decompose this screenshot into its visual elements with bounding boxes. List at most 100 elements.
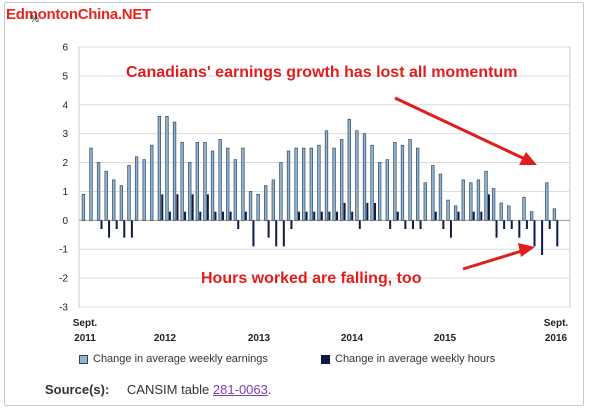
y-tick-labels: -3 -2 -1 0 1 2 3 4 5 6 — [59, 43, 68, 314]
arrow-bottom-head — [518, 243, 535, 257]
bar-layer — [81, 115, 559, 255]
bar-earnings — [180, 141, 184, 221]
bar-earnings — [165, 115, 169, 221]
bar-earnings — [81, 193, 86, 221]
bar-earnings — [279, 162, 283, 221]
bar-hours — [510, 220, 513, 229]
bar-hours — [229, 211, 232, 221]
bar-earnings — [378, 162, 382, 221]
bar-earnings — [233, 159, 237, 221]
bar-earnings — [416, 147, 420, 221]
bar-earnings — [499, 202, 503, 221]
bar-earnings — [431, 165, 435, 221]
y-axis-unit: % — [30, 14, 39, 25]
y-tick-label: -3 — [59, 303, 68, 314]
bar-hours — [442, 220, 445, 229]
watermark-text: EdmontonChina.NET — [6, 6, 151, 23]
legend-swatch-hours — [321, 354, 330, 364]
bar-earnings — [362, 133, 367, 221]
bar-hours — [298, 211, 301, 221]
x-tick-label: Sept. — [73, 318, 98, 329]
bar-earnings — [317, 144, 321, 221]
legend-label-earnings: Change in average weekly earnings — [93, 353, 268, 365]
bar-earnings — [157, 115, 162, 221]
legend-swatch-earnings — [79, 354, 88, 364]
bar-hours — [343, 203, 346, 221]
source-end: . — [267, 382, 272, 397]
bar-hours — [130, 220, 133, 238]
y-tick-label: -2 — [59, 274, 68, 285]
bar-earnings — [127, 165, 131, 221]
bar-hours — [480, 211, 483, 221]
bar-earnings — [112, 179, 116, 221]
bar-earnings — [150, 144, 154, 221]
bar-earnings — [545, 182, 549, 221]
bar-earnings — [552, 208, 557, 221]
bar-earnings — [529, 211, 534, 221]
bar-earnings — [507, 205, 511, 221]
bar-hours — [305, 211, 308, 221]
bar-earnings — [484, 170, 488, 221]
bar-hours — [161, 194, 164, 221]
bar-earnings — [294, 147, 298, 221]
bar-hours — [244, 211, 247, 221]
bar-hours — [267, 220, 270, 238]
bar-hours — [320, 211, 323, 221]
legend-label-hours: Change in average weekly hours — [335, 353, 496, 365]
y-tick-label: 5 — [62, 71, 68, 82]
bar-earnings — [522, 196, 526, 221]
bar-earnings — [355, 130, 359, 221]
bar-earnings — [461, 179, 465, 221]
y-tick-label: 2 — [62, 158, 68, 169]
bar-earnings — [226, 147, 230, 221]
arrow-top-head — [519, 152, 537, 165]
bar-hours — [206, 194, 209, 221]
bar-hours — [237, 220, 240, 229]
bar-hours — [548, 220, 551, 229]
annotation-earnings: Canadians' earnings growth has lost all … — [126, 64, 518, 81]
bar-hours — [533, 220, 536, 247]
bar-hours — [313, 211, 316, 221]
x-tick-label: Sept. — [544, 318, 569, 329]
bar-earnings — [203, 141, 207, 221]
bar-hours — [176, 194, 179, 221]
legend-item-earnings: Change in average weekly earnings — [79, 353, 268, 365]
bar-hours — [252, 220, 255, 247]
annotation-hours: Hours worked are falling, too — [201, 270, 422, 287]
bar-earnings — [408, 139, 412, 221]
bar-hours — [472, 211, 475, 221]
bar-earnings — [469, 182, 473, 221]
y-tick-label: 1 — [62, 187, 68, 198]
bar-hours — [389, 220, 392, 229]
source-text: CANSIM table — [126, 382, 210, 397]
bar-earnings — [188, 162, 192, 221]
bar-earnings — [271, 179, 275, 221]
bar-hours — [108, 220, 111, 238]
bar-earnings — [438, 173, 443, 221]
bar-earnings — [309, 147, 313, 221]
bar-earnings — [385, 159, 389, 221]
bar-earnings — [241, 147, 245, 221]
bar-earnings — [332, 147, 336, 221]
bar-earnings — [264, 185, 268, 221]
bar-earnings — [89, 147, 93, 221]
annotation-arrows — [394, 96, 537, 271]
x-tick-label: 2012 — [154, 333, 177, 344]
bar-earnings — [119, 185, 124, 221]
arrow-top-line — [394, 96, 528, 162]
bar-hours — [518, 220, 521, 238]
bar-earnings — [476, 179, 481, 221]
bar-hours — [199, 211, 202, 221]
x-tick-label: 2011 — [74, 333, 96, 344]
bar-earnings — [453, 205, 458, 221]
x-tick-labels: Sept. 2011 2012 2013 2014 2015 Sept. 2016 — [73, 318, 569, 344]
bar-earnings — [423, 182, 427, 221]
bar-earnings — [210, 150, 215, 221]
bar-earnings — [324, 130, 329, 221]
bar-hours — [115, 220, 118, 229]
bar-earnings — [446, 199, 450, 221]
bar-hours — [495, 220, 498, 238]
source-link[interactable]: 281-0063 — [212, 382, 268, 397]
bar-earnings — [218, 139, 222, 221]
